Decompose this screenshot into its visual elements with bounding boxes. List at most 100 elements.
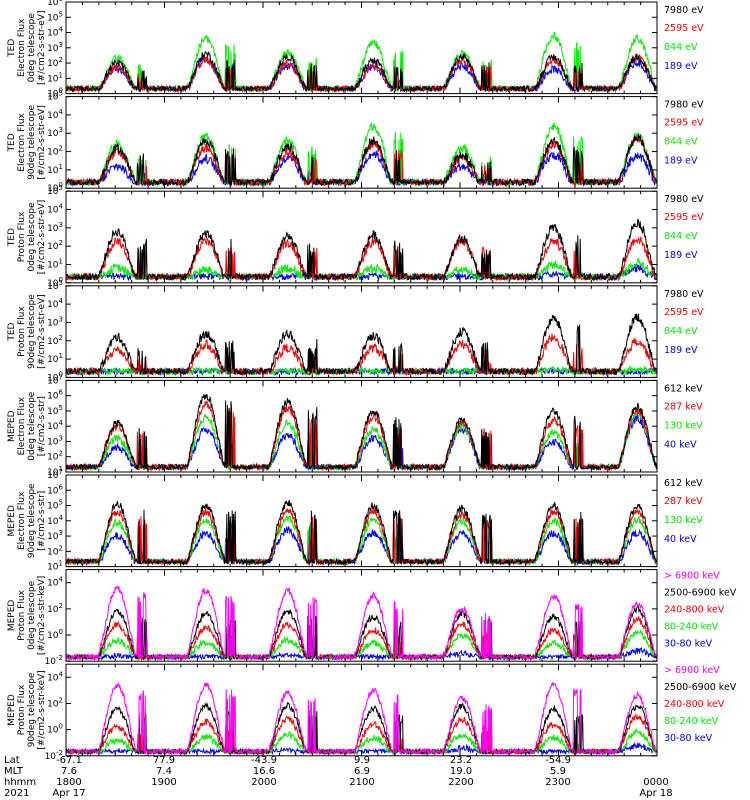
panel-4-ytick-label: 102 [47, 334, 63, 347]
footer-row-label-year: 2021 [4, 788, 29, 799]
panel-6-ytick-label: 103 [47, 529, 63, 542]
panel-1-ytick-label: 100 [47, 87, 63, 100]
panel-1-ytick-label: 104 [47, 26, 63, 39]
panel-4-ylabel: TEDProton Flux90deg telescope[#/cm2-s-st… [7, 294, 47, 369]
panel-8-legend-5: 30-80 keV [664, 733, 713, 744]
panel-7-legend-4: 80-240 keV [664, 622, 719, 633]
panel-1-ytick-label: 105 [47, 10, 63, 23]
panel-3-ytick-label: 101 [47, 257, 63, 270]
panel-2-legend-3: 844 eV [664, 137, 698, 148]
panel-8-ytick-label: 10-2 [45, 749, 63, 762]
panel-2-ytick-label: 101 [47, 163, 63, 176]
panel-5-legend-1: 612 keV [664, 383, 703, 394]
panel-3-ytick-label: 102 [47, 239, 63, 252]
panel-8-ytick-label: 100 [47, 723, 63, 736]
panel-4-legend-2: 2595 eV [664, 307, 704, 318]
panel-8-legend-2: 2500-6900 keV [664, 682, 737, 693]
panel-8-ytick-label: 102 [47, 696, 63, 709]
footer-mlt-4: 19.0 [450, 766, 472, 777]
panel-4-legend-4: 189 eV [664, 345, 698, 356]
panel-3-legend-2: 2595 eV [664, 212, 704, 223]
panel-5-legend-3: 130 keV [664, 420, 703, 431]
footer-date-0: Apr 17 [52, 788, 85, 799]
panel-1-legend-4: 189 eV [664, 61, 698, 72]
footer-mlt-2: 16.6 [253, 766, 275, 777]
panel-2-ytick-label: 102 [47, 145, 63, 158]
panel-2-legend-1: 7980 eV [664, 100, 704, 111]
panel-5-ytick-label: 104 [47, 419, 63, 432]
panel-4-ytick-label: 105 [47, 279, 63, 292]
footer-mlt-5: 5.9 [550, 766, 566, 777]
panel-6-ytick-label: 101 [47, 560, 63, 573]
panel-6-legend-4: 40 keV [664, 534, 697, 545]
footer-hhmm-1: 1900 [151, 777, 176, 788]
panel-1: 100 101 102 103 104 105 106TEDElectron Flux0de… [7, 0, 704, 100]
panel-2-ytick-label: 103 [47, 126, 63, 139]
panel-6-ytick-label: 105 [47, 499, 63, 512]
panel-5-ytick-label: 103 [47, 434, 63, 447]
panel-8-legend-4: 80-240 keV [664, 716, 719, 727]
footer-lat-4: 23.2 [450, 755, 472, 766]
panel-6-legend-3: 130 keV [664, 515, 703, 526]
panel-3-ytick-label: 100 [47, 276, 63, 289]
panel-4-ytick-label: 103 [47, 315, 63, 328]
panel-4-ytick-label: 104 [47, 297, 63, 310]
panel-6-ylabel: MEPEDElectron Flux90deg telescope[#/cm2-… [7, 483, 47, 558]
panel-1-ytick-label: 101 [47, 71, 63, 84]
footer-hhmm-5: 2300 [545, 777, 570, 788]
panel-4-ytick-label: 100 [47, 370, 63, 383]
footer-hhmm-0: 1800 [56, 777, 81, 788]
panel-7-legend-2: 2500-6900 keV [664, 588, 737, 599]
panel-5-ytick-label: 107 [47, 373, 63, 386]
panel-2-ytick-label: 105 [47, 90, 63, 103]
panel-4-legend-1: 7980 eV [664, 289, 704, 300]
panel-3-legend-3: 844 eV [664, 231, 698, 242]
footer-row-label-mlt: MLT [4, 766, 24, 777]
panel-3-legend-1: 7980 eV [664, 194, 704, 205]
footer-hhmm-4: 2200 [448, 777, 473, 788]
panel-1-ytick-label: 102 [47, 56, 63, 69]
panel-7-ytick-label: 102 [47, 602, 63, 615]
panel-3-ylabel: TEDProton Flux0deg telescope[#/cm2-s-str… [7, 200, 47, 275]
footer-hhmm-3: 2100 [349, 777, 374, 788]
panel-5-ylabel: MEPEDElectron Flux0deg telescope[#/cm2-s… [7, 391, 47, 461]
panel-5-ytick-label: 101 [47, 465, 63, 478]
footer-row-label-hhmm: hhmm [4, 777, 36, 788]
panel-3-ytick-label: 105 [47, 184, 63, 197]
panel-5-ytick-label: 105 [47, 404, 63, 417]
panel-2-legend-2: 2595 eV [664, 118, 704, 129]
footer-mlt-1: 7.4 [156, 766, 172, 777]
panel-8-ylabel: MEPEDProton Flux90deg telescope[#/cm2-s-… [7, 670, 47, 749]
panel-8-ytick-label: 104 [47, 670, 63, 683]
panel-7-ytick-label: 104 [47, 576, 63, 589]
footer-row-label-lat: Lat [4, 755, 20, 766]
panel-5-ytick-label: 106 [47, 389, 63, 402]
panel-1-legend-2: 2595 eV [664, 23, 704, 34]
panel-2-ylabel: TEDElectron Flux90deg telescope[#/cm2-s-… [7, 105, 47, 180]
panel-2-ytick-label: 100 [47, 181, 63, 194]
panel-6-ytick-label: 104 [47, 514, 63, 527]
footer-hhmm-2: 2000 [251, 777, 276, 788]
time-axis-footer: Lat MLT hhmm 2021 -67.1 7.6 1800 Apr 17 … [4, 755, 673, 799]
panel-3-ytick-label: 104 [47, 203, 63, 216]
panel-2-legend-4: 189 eV [664, 156, 698, 167]
panel-1-legend-3: 844 eV [664, 42, 698, 53]
panel-6-ytick-label: 102 [47, 544, 63, 557]
panel-6-ytick-label: 106 [47, 483, 63, 496]
panel-2-ytick-label: 104 [47, 108, 63, 121]
panel-7-legend-3: 240-800 keV [664, 605, 725, 616]
panel-8-legend-3: 240-800 keV [664, 699, 725, 710]
footer-hhmm-6: 0000 [643, 777, 668, 788]
panel-7-ytick-label: 10-2 [45, 654, 63, 667]
footer-lat-5: -54.9 [545, 755, 571, 766]
panel-1-ylabel: TEDElectron Flux0deg telescope[#/cm2-s-s… [7, 11, 47, 86]
panel-6-ytick-label: 107 [47, 468, 63, 481]
panel-1-ytick-label: 103 [47, 41, 63, 54]
